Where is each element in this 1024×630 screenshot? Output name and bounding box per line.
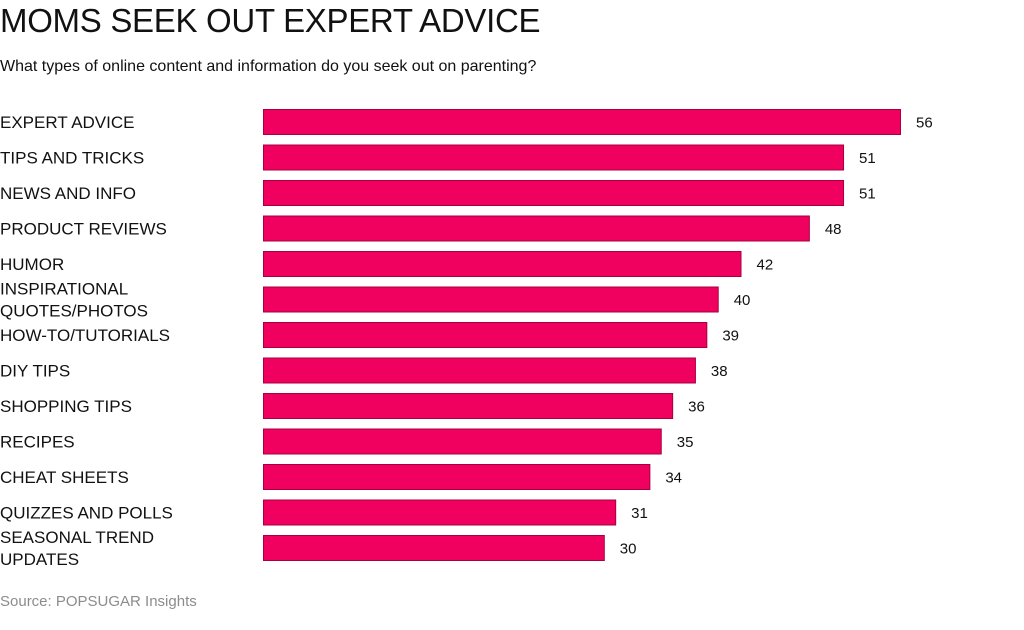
category-label-line: INSPIRATIONAL <box>0 280 128 299</box>
bar <box>263 286 719 313</box>
value-label: 30 <box>620 541 637 558</box>
category-label: EXPERT ADVICE <box>0 113 134 132</box>
bar <box>263 499 617 526</box>
category-label-line: UPDATES <box>0 550 79 569</box>
category-label: HUMOR <box>0 255 64 274</box>
value-label: 35 <box>677 434 694 451</box>
category-label: INSPIRATIONAL QUOTES/PHOTOS <box>0 280 148 321</box>
category-label: NEWS AND INFO <box>0 184 136 203</box>
value-label: 34 <box>665 470 682 487</box>
category-label: SHOPPING TIPS <box>0 397 132 416</box>
category-label-line: HOW-TO/TUTORIALS <box>0 326 170 345</box>
bar-row: PRODUCT REVIEWS 48 <box>0 215 842 242</box>
bar-row: EXPERT ADVICE 56 <box>0 109 933 135</box>
bar-row: TIPS AND TRICKS 51 <box>0 144 876 171</box>
bar <box>263 464 651 490</box>
category-label: SEASONAL TREND UPDATES <box>0 528 154 569</box>
category-label-line: TIPS AND TRICKS <box>0 149 144 168</box>
category-label-line: QUOTES/PHOTOS <box>0 302 148 321</box>
bar <box>263 357 696 384</box>
bar-row: INSPIRATIONAL QUOTES/PHOTOS 40 <box>0 280 750 321</box>
category-label-line: HUMOR <box>0 255 64 274</box>
bar-row: NEWS AND INFO 51 <box>0 180 876 206</box>
value-label: 48 <box>825 221 842 238</box>
category-label: TIPS AND TRICKS <box>0 149 144 168</box>
value-label: 38 <box>711 363 728 380</box>
chart-subtitle: What types of online content and informa… <box>0 58 537 75</box>
bar <box>263 393 674 419</box>
value-label: 56 <box>916 115 933 132</box>
category-label: RECIPES <box>0 433 75 452</box>
bar-row: RECIPES 35 <box>0 428 694 455</box>
bar <box>263 144 845 171</box>
category-label-line: SEASONAL TREND <box>0 528 154 547</box>
category-label-line: NEWS AND INFO <box>0 184 136 203</box>
bar <box>263 180 845 206</box>
category-label-line: PRODUCT REVIEWS <box>0 220 167 239</box>
bar-row: SHOPPING TIPS 36 <box>0 393 705 419</box>
bar-row: SEASONAL TREND UPDATES 30 <box>0 528 636 569</box>
value-label: 31 <box>631 505 648 522</box>
category-label: CHEAT SHEETS <box>0 468 129 487</box>
category-label: PRODUCT REVIEWS <box>0 220 167 239</box>
category-label-line: CHEAT SHEETS <box>0 468 129 487</box>
chart-title: MOMS SEEK OUT EXPERT ADVICE <box>0 2 541 39</box>
value-label: 42 <box>757 257 774 274</box>
bar <box>263 215 810 242</box>
bar <box>263 535 605 561</box>
bar-row: HOW-TO/TUTORIALS 39 <box>0 322 739 348</box>
bar-row: CHEAT SHEETS 34 <box>0 464 682 490</box>
category-label-line: SHOPPING TIPS <box>0 397 132 416</box>
category-label-line: QUIZZES AND POLLS <box>0 504 173 523</box>
bar-row: QUIZZES AND POLLS 31 <box>0 499 648 526</box>
category-label-line: RECIPES <box>0 433 75 452</box>
chart-source: Source: POPSUGAR Insights <box>0 593 197 610</box>
bar-row: DIY TIPS 38 <box>0 357 728 384</box>
value-label: 40 <box>734 292 751 309</box>
category-label-line: DIY TIPS <box>0 362 70 381</box>
bar <box>263 322 708 348</box>
category-label: HOW-TO/TUTORIALS <box>0 326 170 345</box>
bar <box>263 251 742 277</box>
category-label: QUIZZES AND POLLS <box>0 504 173 523</box>
bar <box>263 428 662 455</box>
bar <box>263 109 901 135</box>
value-label: 51 <box>859 186 876 203</box>
value-label: 39 <box>722 328 739 345</box>
value-label: 36 <box>688 399 705 416</box>
value-label: 51 <box>859 150 876 167</box>
bar-row: HUMOR 42 <box>0 251 774 277</box>
category-label: DIY TIPS <box>0 362 70 381</box>
category-label-line: EXPERT ADVICE <box>0 113 134 132</box>
